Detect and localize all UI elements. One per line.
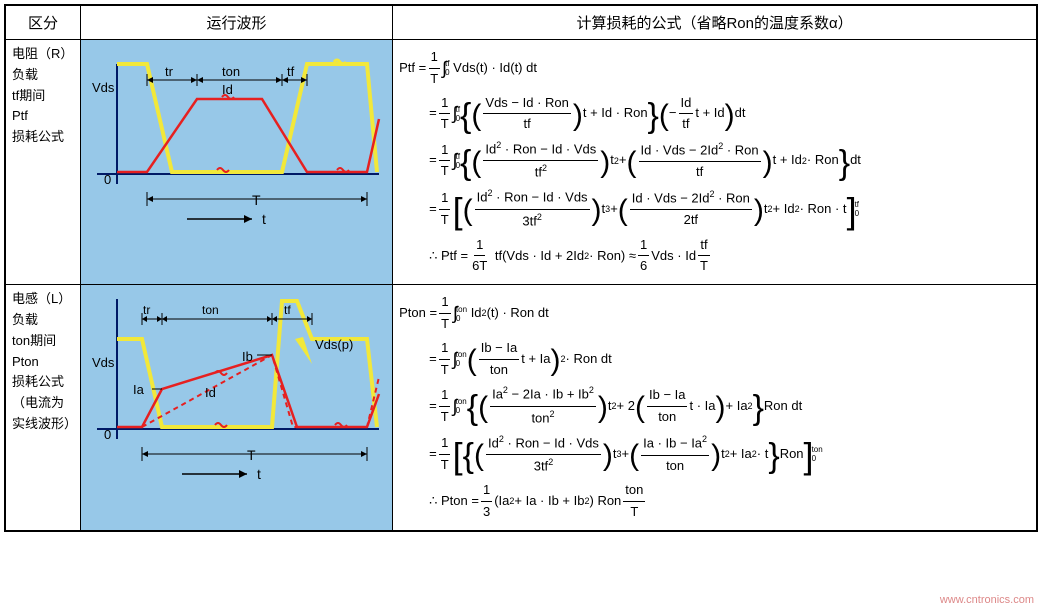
cat-line: 负载 xyxy=(12,65,74,86)
watermark: www.cntronics.com xyxy=(940,594,1034,606)
label-id: Id xyxy=(205,385,216,400)
cat-line: （电流为 xyxy=(12,393,74,414)
formula-line: = 1T ∫tf0 {( Id2 · Ron − Id · Vdstf2 ) t… xyxy=(429,138,1030,183)
formula-line: = 1T ∫ton0 ( Ib − Iaton t + Ia )2 · Ron … xyxy=(429,338,1030,381)
cat-line: 损耗公式 xyxy=(12,372,74,393)
header-category: 区分 xyxy=(5,5,81,40)
formula-cell-inductive: Pton = 1T ∫ton0 Id2(t) · Ron dt = 1T ∫to… xyxy=(393,285,1037,531)
waveform-diagram-resistive: Vds tr ton tf Id 0 xyxy=(87,44,381,244)
cat-line: 实线波形） xyxy=(12,414,74,435)
header-formula: 计算损耗的公式（省略Ron的温度系数α） xyxy=(393,5,1037,40)
label-zero: 0 xyxy=(104,172,111,187)
label-tr: tr xyxy=(143,303,150,317)
label-id: Id xyxy=(222,82,233,97)
formula-line: = 1T [( Id2 · Ron − Id · Vds3tf2 ) t3 + … xyxy=(429,186,1030,231)
table-row-resistive: 电阻（R） 负载 tf期间 Ptf 损耗公式 xyxy=(5,40,1037,285)
label-ib: Ib xyxy=(242,349,253,364)
formula-line: = 1T ∫ton0 {( Ia2 − 2Ia · Ib + Ib2ton2 )… xyxy=(429,383,1030,428)
label-vds: Vds xyxy=(92,355,115,370)
waveform-cell-inductive: Vds tr ton tf Vds(p) Ia Ib Id 0 xyxy=(81,285,393,531)
category-cell: 电感（L） 负载 ton期间 Pton 损耗公式 （电流为 实线波形） xyxy=(5,285,81,531)
label-tf: tf xyxy=(284,303,291,317)
table-row-inductive: 电感（L） 负载 ton期间 Pton 损耗公式 （电流为 实线波形） xyxy=(5,285,1037,531)
label-zero: 0 xyxy=(104,427,111,442)
formula-cell-resistive: Ptf = 1T ∫tf0 Vds(t) · Id(t) dt = 1T ∫tf… xyxy=(393,40,1037,285)
waveform-cell-resistive: Vds tr ton tf Id 0 xyxy=(81,40,393,285)
cat-line: tf期间 xyxy=(12,86,74,107)
label-T: T xyxy=(247,447,256,463)
formula-line: Ptf = 1T ∫tf0 Vds(t) · Id(t) dt xyxy=(399,47,1030,90)
label-T: T xyxy=(252,192,261,208)
formula-line: ∴ Ptf = 16T tf(Vds · Id + 2Id2 · Ron) ≈ … xyxy=(429,235,1030,278)
cat-line: Ptf xyxy=(12,106,74,127)
cat-line: 电阻（R） xyxy=(12,44,74,65)
formula-line: Pton = 1T ∫ton0 Id2(t) · Ron dt xyxy=(399,292,1030,335)
label-t: t xyxy=(262,211,266,227)
label-ton: ton xyxy=(202,303,219,317)
formula-line: = 1T ∫tf0 {( Vds − Id · Rontf ) t + Id ·… xyxy=(429,93,1030,136)
loss-formula-table: 区分 运行波形 计算损耗的公式（省略Ron的温度系数α） 电阻（R） 负载 tf… xyxy=(4,4,1038,532)
label-tr: tr xyxy=(165,64,174,79)
waveform-diagram-inductive: Vds tr ton tf Vds(p) Ia Ib Id 0 xyxy=(87,289,381,499)
label-t: t xyxy=(257,466,261,482)
cat-line: 损耗公式 xyxy=(12,127,74,148)
cat-line: ton期间 xyxy=(12,331,74,352)
label-ton: ton xyxy=(222,64,240,79)
formula-line: = 1T [{( Id2 · Ron − Id · Vds3tf2 ) t3 +… xyxy=(429,432,1030,477)
label-vds: Vds xyxy=(92,80,115,95)
label-ia: Ia xyxy=(133,382,145,397)
header-waveform: 运行波形 xyxy=(81,5,393,40)
label-vdsp: Vds(p) xyxy=(315,337,353,352)
cat-line: 电感（L） xyxy=(12,289,74,310)
category-cell: 电阻（R） 负载 tf期间 Ptf 损耗公式 xyxy=(5,40,81,285)
label-tf: tf xyxy=(287,64,295,79)
cat-line: 负载 xyxy=(12,310,74,331)
cat-line: Pton xyxy=(12,352,74,373)
formula-line: ∴ Pton = 13 (Ia2 + Ia · Ib + Ib2) Ron to… xyxy=(429,480,1030,523)
